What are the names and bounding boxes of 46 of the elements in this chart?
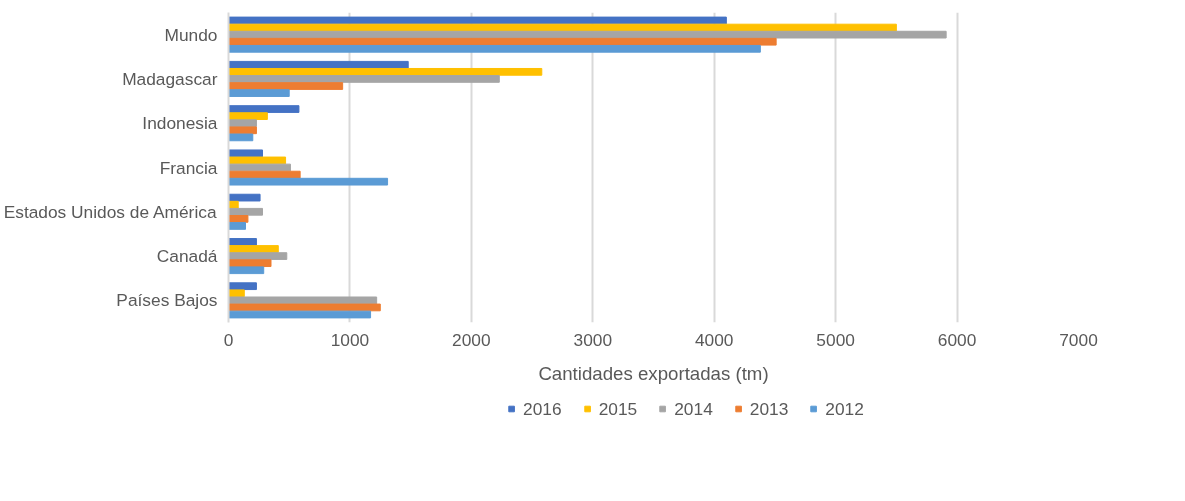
- y-tick-label: Indonesia: [142, 113, 218, 134]
- bar: [228, 133, 254, 142]
- bar: [228, 310, 372, 319]
- x-tick-label: 4000: [694, 329, 734, 350]
- legend-label: 2015: [598, 398, 638, 419]
- bar: [228, 37, 777, 46]
- bar: [228, 222, 246, 230]
- y-tick-label: Francia: [159, 157, 218, 178]
- bar: [228, 193, 261, 202]
- bar: [228, 67, 543, 76]
- y-tick-label: Madagascar: [122, 68, 218, 89]
- x-tick-label: 0: [223, 329, 234, 350]
- x-tick-label: 3000: [573, 329, 613, 350]
- bar: [228, 60, 409, 69]
- bar: [228, 163, 291, 172]
- y-tick-label: Estados Unidos de América: [3, 201, 217, 222]
- x-tick-label: 7000: [1059, 329, 1098, 350]
- bar: [228, 303, 381, 312]
- bar: [228, 89, 290, 97]
- bar: [228, 266, 265, 275]
- bar: [228, 252, 288, 260]
- bar: [228, 296, 378, 305]
- y-tick-label: Canadá: [156, 246, 218, 267]
- bar: [228, 30, 947, 39]
- legend-label: 2013: [749, 398, 789, 419]
- bar: [228, 177, 389, 186]
- bar: [228, 259, 272, 268]
- bar: [228, 282, 257, 291]
- y-tick-label: Mundo: [164, 24, 218, 45]
- bar: [228, 44, 761, 53]
- y-tick-label: Países Bajos: [116, 290, 218, 311]
- bar: [228, 82, 344, 90]
- x-tick-label: 5000: [816, 329, 855, 350]
- bar: [228, 112, 268, 120]
- legend-label: 2012: [825, 398, 864, 419]
- bar: [228, 207, 263, 216]
- legend-label: 2016: [523, 398, 562, 419]
- bar: [228, 23, 897, 32]
- legend-label: 2014: [674, 398, 713, 419]
- x-axis-title: Cantidades exportadas (tm): [538, 362, 769, 384]
- x-tick-label: 2000: [452, 329, 491, 350]
- bar: [228, 16, 727, 25]
- bar: [228, 105, 300, 113]
- bar: [228, 75, 500, 83]
- x-tick-label: 6000: [937, 329, 977, 350]
- x-tick-label: 1000: [330, 329, 370, 350]
